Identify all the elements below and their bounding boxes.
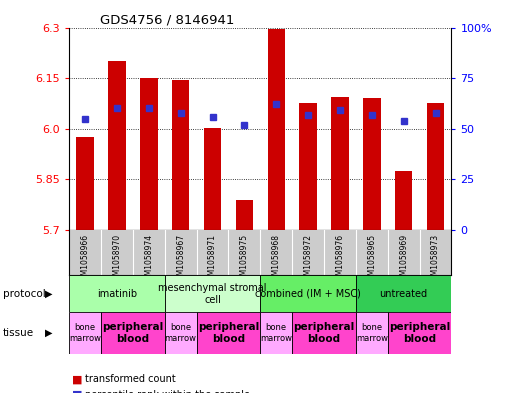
- Text: mesenchymal stromal
cell: mesenchymal stromal cell: [159, 283, 267, 305]
- Bar: [172, 80, 189, 230]
- Text: bone
marrow: bone marrow: [165, 323, 196, 343]
- Text: percentile rank within the sample: percentile rank within the sample: [85, 390, 250, 393]
- Text: combined (IM + MSC): combined (IM + MSC): [255, 289, 361, 299]
- Bar: [69, 312, 101, 354]
- Bar: [388, 312, 451, 354]
- Text: peripheral
blood: peripheral blood: [198, 322, 259, 344]
- Text: bone
marrow: bone marrow: [260, 323, 292, 343]
- Text: bone
marrow: bone marrow: [69, 323, 101, 343]
- Text: tissue: tissue: [3, 328, 34, 338]
- Bar: [196, 312, 261, 354]
- Bar: [235, 200, 253, 230]
- Text: GSM1058971: GSM1058971: [208, 233, 217, 285]
- Bar: [356, 312, 388, 354]
- Bar: [261, 275, 356, 312]
- Bar: [267, 29, 285, 230]
- Text: GSM1058974: GSM1058974: [144, 233, 153, 285]
- Bar: [165, 312, 196, 354]
- Bar: [108, 61, 126, 230]
- Bar: [427, 103, 444, 230]
- Text: GSM1058976: GSM1058976: [336, 233, 344, 285]
- Text: ▶: ▶: [45, 328, 52, 338]
- Text: ▶: ▶: [45, 289, 52, 299]
- Bar: [363, 98, 381, 230]
- Text: peripheral
blood: peripheral blood: [102, 322, 164, 344]
- Bar: [140, 78, 157, 230]
- Bar: [101, 312, 165, 354]
- Text: GSM1058966: GSM1058966: [81, 233, 90, 285]
- Text: untreated: untreated: [380, 289, 428, 299]
- Bar: [69, 275, 165, 312]
- Bar: [261, 312, 292, 354]
- Bar: [292, 312, 356, 354]
- Text: GSM1058969: GSM1058969: [399, 233, 408, 285]
- Bar: [356, 275, 451, 312]
- Bar: [331, 97, 349, 230]
- Text: GSM1058967: GSM1058967: [176, 233, 185, 285]
- Bar: [300, 103, 317, 230]
- Text: protocol: protocol: [3, 289, 45, 299]
- Bar: [204, 128, 221, 230]
- Text: peripheral
blood: peripheral blood: [293, 322, 354, 344]
- Text: transformed count: transformed count: [85, 374, 175, 384]
- Text: imatinib: imatinib: [97, 289, 137, 299]
- Bar: [76, 137, 94, 230]
- Text: peripheral
blood: peripheral blood: [389, 322, 450, 344]
- Text: bone
marrow: bone marrow: [356, 323, 388, 343]
- Text: GSM1058972: GSM1058972: [304, 233, 312, 285]
- Text: GDS4756 / 8146941: GDS4756 / 8146941: [100, 13, 234, 26]
- Text: GSM1058970: GSM1058970: [112, 233, 122, 285]
- Text: ■: ■: [72, 390, 82, 393]
- Bar: [395, 171, 412, 230]
- Text: GSM1058973: GSM1058973: [431, 233, 440, 285]
- Text: GSM1058975: GSM1058975: [240, 233, 249, 285]
- Text: ■: ■: [72, 374, 82, 384]
- Text: GSM1058968: GSM1058968: [272, 233, 281, 285]
- Bar: [165, 275, 261, 312]
- Text: GSM1058965: GSM1058965: [367, 233, 377, 285]
